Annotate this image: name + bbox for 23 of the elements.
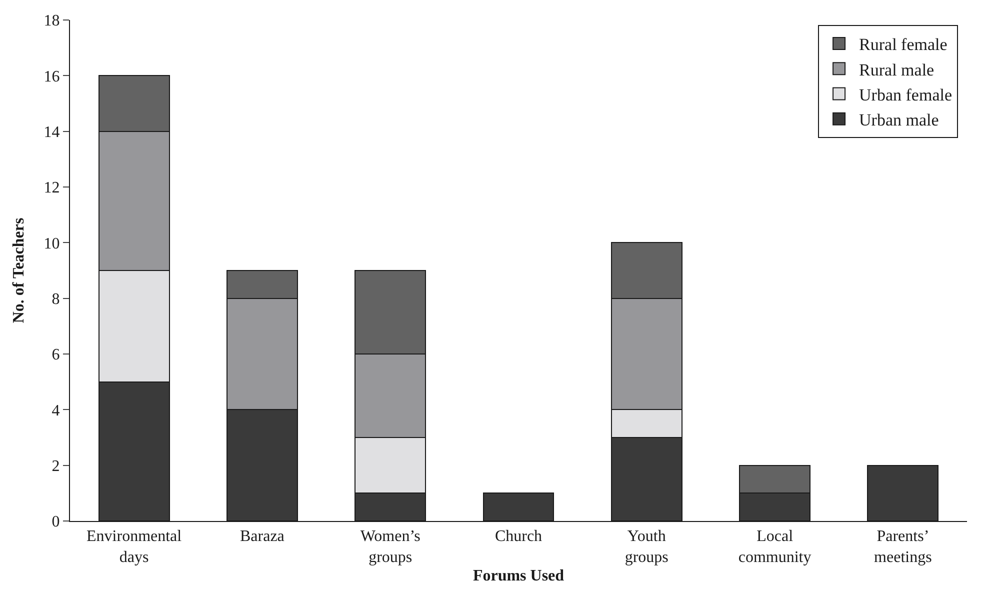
- y-tick-label: 12: [44, 180, 60, 197]
- legend-label: Urban male: [859, 110, 939, 130]
- y-tick-label: 18: [44, 12, 60, 30]
- x-tick-label: Local community: [738, 528, 812, 566]
- y-axis-title: No. of Teachers: [10, 218, 28, 324]
- x-tick-label: Environmental days: [86, 528, 182, 566]
- legend-label: Rural male: [859, 60, 934, 80]
- x-tick-label: Parents’ meetings: [874, 528, 932, 566]
- legend-label: Rural female: [859, 35, 948, 54]
- x-tick-label: Church: [494, 528, 542, 546]
- y-tick-label: 14: [44, 124, 60, 141]
- y-tick-label: 6: [52, 346, 60, 364]
- y-tick-label: 4: [52, 402, 60, 420]
- legend-label: Urban female: [859, 85, 952, 104]
- x-tick-label: Baraza: [240, 528, 284, 546]
- x-tick-label: Youth groups: [624, 528, 668, 566]
- y-tick-label: 16: [44, 68, 60, 86]
- x-axis-title: Forums Used: [472, 568, 564, 585]
- y-tick-label: 10: [44, 235, 60, 252]
- y-tick-label: 0: [52, 514, 60, 531]
- y-tick-label: 8: [52, 290, 60, 308]
- y-tick-label: 2: [52, 458, 60, 475]
- x-tick-label: Women’s groups: [360, 528, 420, 566]
